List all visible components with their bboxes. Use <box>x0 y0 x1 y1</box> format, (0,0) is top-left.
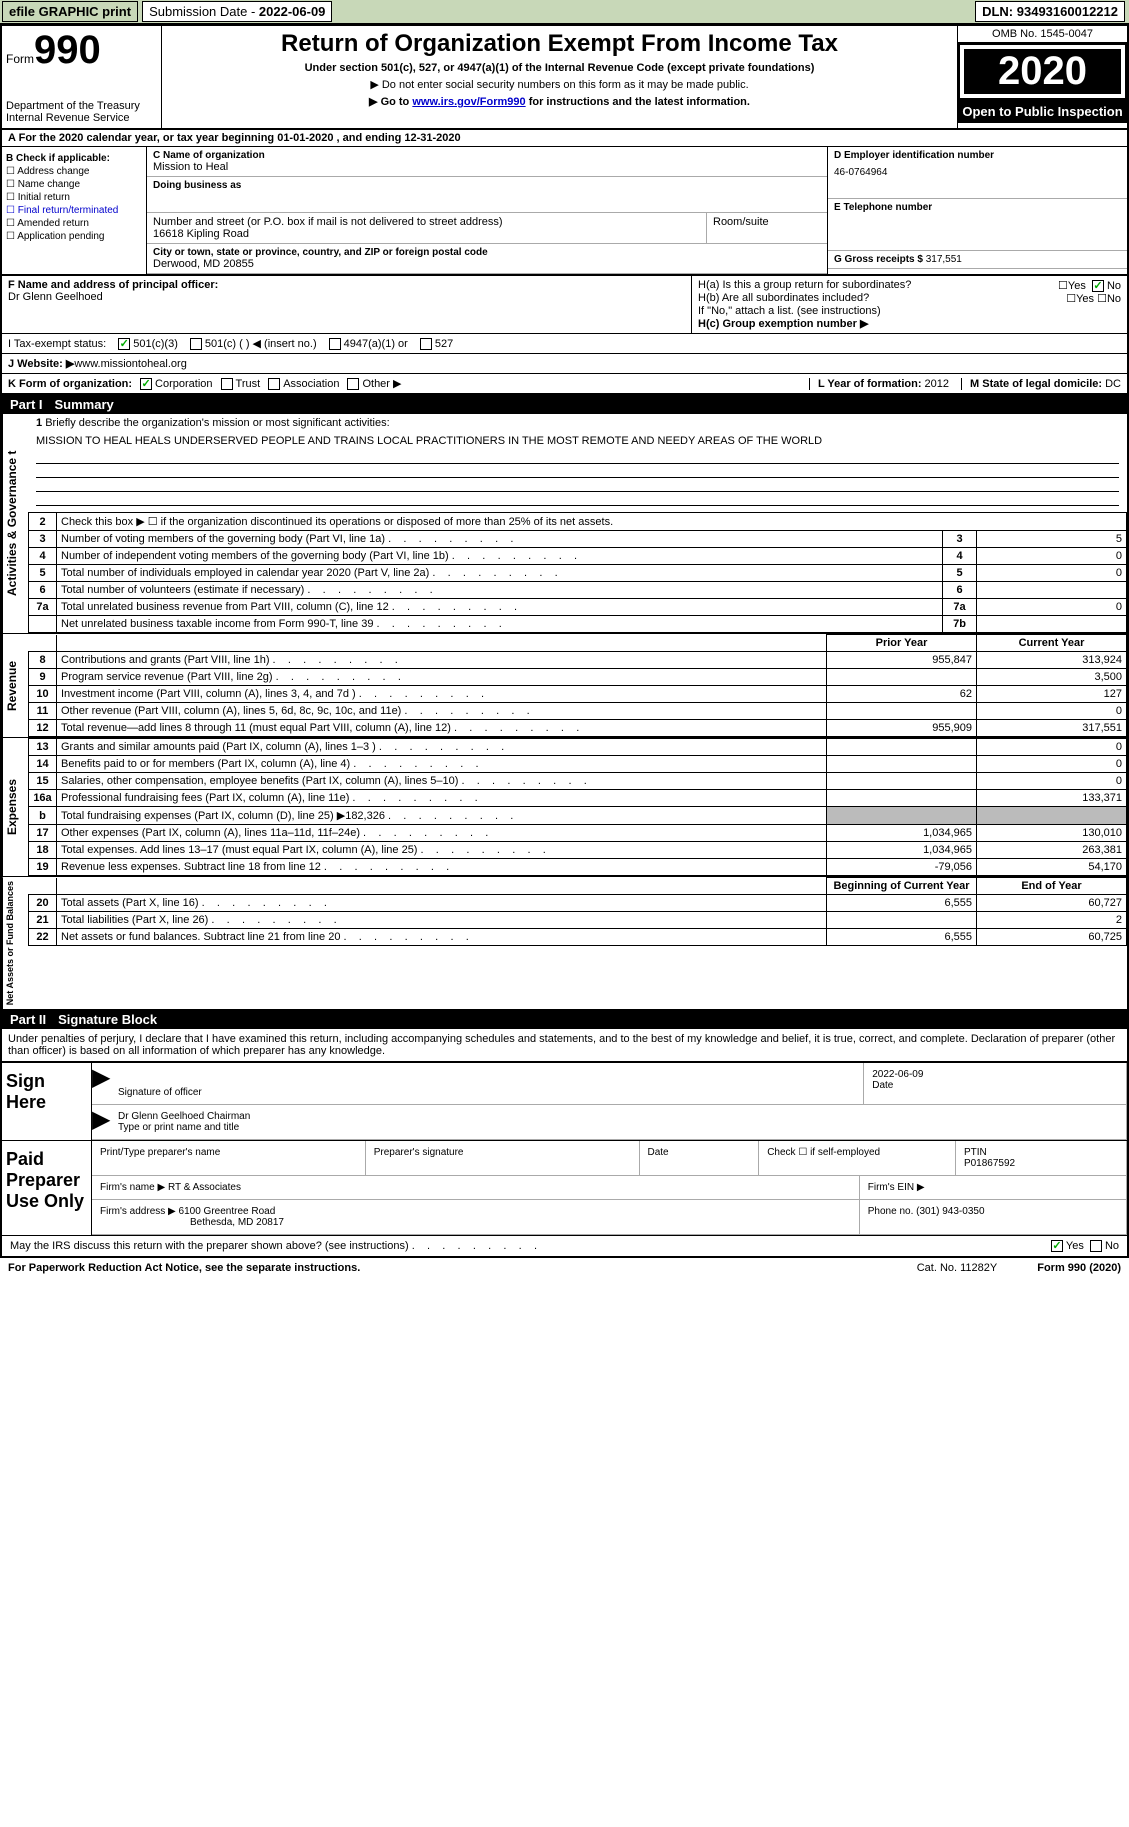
city-state-zip: Derwood, MD 20855 <box>153 258 821 270</box>
chk-app-pending[interactable]: ☐ Application pending <box>6 231 142 242</box>
line-j: J Website: ▶ www.missiontoheal.org <box>0 354 1129 374</box>
revenue-section: Revenue Prior YearCurrent Year8Contribut… <box>0 634 1129 738</box>
ssn-note: ▶ Do not enter social security numbers o… <box>166 78 953 91</box>
mission-text: MISSION TO HEAL HEALS UNDERSERVED PEOPLE… <box>28 432 1127 450</box>
chk-527[interactable] <box>420 338 432 350</box>
line-i: I Tax-exempt status: 501(c)(3) 501(c) ( … <box>0 334 1129 354</box>
chk-4947[interactable] <box>329 338 341 350</box>
chk-group-no[interactable] <box>1092 280 1104 292</box>
footer: For Paperwork Reduction Act Notice, see … <box>0 1258 1129 1278</box>
vlabel-expenses: Expenses <box>2 738 28 876</box>
vlabel-governance: Activities & Governance t <box>2 414 28 633</box>
netassets-section: Net Assets or Fund Balances Beginning of… <box>0 877 1129 1010</box>
irs-link[interactable]: www.irs.gov/Form990 <box>412 96 525 108</box>
line-k: K Form of organization: Corporation Trus… <box>0 374 1129 395</box>
form-ref: Form 990 (2020) <box>1037 1262 1121 1274</box>
efile-print-button[interactable]: efile GRAPHIC print <box>2 1 138 22</box>
part-1-header: Part ISummary <box>0 395 1129 414</box>
chk-assoc[interactable] <box>268 378 280 390</box>
ein: 46-0764964 <box>834 167 1121 178</box>
expenses-section: Expenses 13Grants and similar amounts pa… <box>0 738 1129 877</box>
ptin: P01867592 <box>964 1158 1015 1169</box>
form-title: Return of Organization Exempt From Incom… <box>166 30 953 58</box>
goto-note: ▶ Go to www.irs.gov/Form990 for instruct… <box>166 95 953 108</box>
group-return: H(a) Is this a group return for subordin… <box>692 276 1127 333</box>
principal-officer: F Name and address of principal officer:… <box>2 276 692 333</box>
cat-no: Cat. No. 11282Y <box>917 1262 998 1274</box>
sign-date: 2022-06-09 <box>872 1069 1118 1080</box>
paid-preparer-block: Paid Preparer Use Only Print/Type prepar… <box>0 1141 1129 1236</box>
submission-date: Submission Date - 2022-06-09 <box>142 1 332 22</box>
form-header: Form990 Department of the Treasury Inter… <box>0 24 1129 130</box>
irs-label: Internal Revenue Service <box>6 112 157 124</box>
form-subtitle: Under section 501(c), 527, or 4947(a)(1)… <box>166 62 953 74</box>
part-2-header: Part IISignature Block <box>0 1010 1129 1029</box>
sign-here-block: Sign Here ▶ Signature of officer 2022-06… <box>0 1063 1129 1141</box>
website: www.missiontoheal.org <box>74 358 187 370</box>
chk-trust[interactable] <box>221 378 233 390</box>
street-address: 16618 Kipling Road <box>153 228 700 240</box>
revenue-table: Prior YearCurrent Year8Contributions and… <box>28 634 1127 737</box>
form-label: Form <box>6 52 34 66</box>
firm-phone: (301) 943-0350 <box>916 1206 984 1217</box>
col-d: D Employer identification number 46-0764… <box>827 147 1127 274</box>
chk-initial-return[interactable]: ☐ Initial return <box>6 192 142 203</box>
netassets-table: Beginning of Current YearEnd of Year20To… <box>28 877 1127 946</box>
firm-name: RT & Associates <box>168 1182 241 1193</box>
col-c: C Name of organization Mission to Heal D… <box>147 147 827 274</box>
paid-preparer-label: Paid Preparer Use Only <box>2 1141 92 1235</box>
dln: DLN: 93493160012212 <box>975 1 1125 22</box>
chk-amended-return[interactable]: ☐ Amended return <box>6 218 142 229</box>
discuss-line: May the IRS discuss this return with the… <box>0 1236 1129 1258</box>
omb-number: OMB No. 1545-0047 <box>958 26 1127 43</box>
firm-address: 6100 Greentree Road <box>179 1206 276 1217</box>
chk-final-return[interactable]: ☐ Final return/terminated <box>6 205 142 216</box>
sign-here-label: Sign Here <box>2 1063 92 1140</box>
year-formation: 2012 <box>925 378 949 390</box>
vlabel-revenue: Revenue <box>2 634 28 737</box>
block-bcd: B Check if applicable: ☐ Address change … <box>0 147 1129 276</box>
chk-discuss-no[interactable] <box>1090 1240 1102 1252</box>
sig-declaration: Under penalties of perjury, I declare th… <box>0 1029 1129 1063</box>
open-inspection: Open to Public Inspection <box>958 100 1127 123</box>
chk-501c3[interactable] <box>118 338 130 350</box>
chk-address-change[interactable]: ☐ Address change <box>6 166 142 177</box>
top-toolbar: efile GRAPHIC print Submission Date - 20… <box>0 0 1129 24</box>
state-domicile: DC <box>1105 378 1121 390</box>
chk-other[interactable] <box>347 378 359 390</box>
governance-table: 2Check this box ▶ ☐ if the organization … <box>28 512 1127 633</box>
line-a: A For the 2020 calendar year, or tax yea… <box>0 130 1129 147</box>
chk-corp[interactable] <box>140 378 152 390</box>
vlabel-netassets: Net Assets or Fund Balances <box>2 877 28 1009</box>
tax-year: 2020 <box>960 45 1125 98</box>
chk-501c[interactable] <box>190 338 202 350</box>
dept-treasury: Department of the Treasury <box>6 100 157 112</box>
officer-name: Dr Glenn Geelhoed Chairman <box>118 1111 1118 1122</box>
chk-discuss-yes[interactable] <box>1051 1240 1063 1252</box>
form-number: 990 <box>34 28 101 72</box>
expenses-table: 13Grants and similar amounts paid (Part … <box>28 738 1127 876</box>
gross-receipts: 317,551 <box>926 254 962 265</box>
chk-name-change[interactable]: ☐ Name change <box>6 179 142 190</box>
governance-section: Activities & Governance t 1 1 Briefly de… <box>0 414 1129 634</box>
org-name: Mission to Heal <box>153 161 821 173</box>
col-b: B Check if applicable: ☐ Address change … <box>2 147 147 274</box>
